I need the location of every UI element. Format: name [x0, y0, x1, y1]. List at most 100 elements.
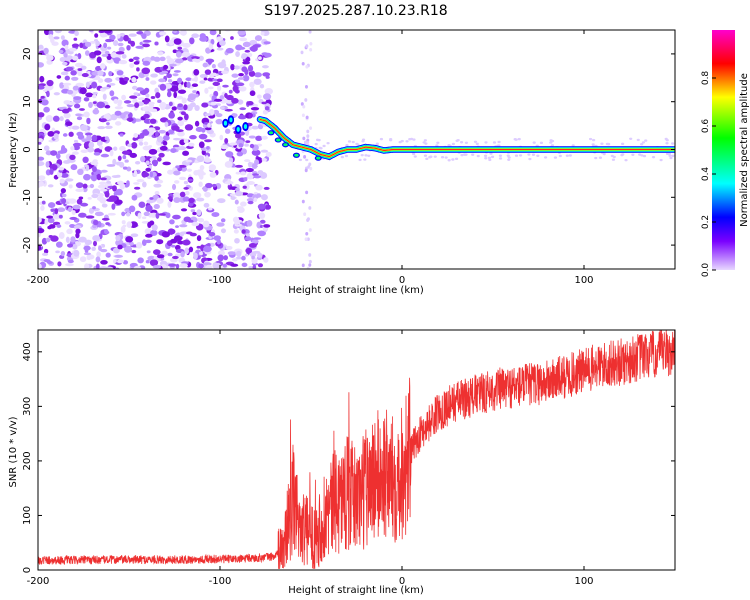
heatmap-cell: [97, 78, 104, 83]
heatmap-cell: [149, 171, 154, 178]
heatmap-cell: [196, 197, 205, 202]
heatmap-cell: [238, 86, 247, 92]
heatmap-cell: [192, 90, 197, 94]
heatmap-cell: [262, 109, 268, 115]
heatmap-cell: [182, 196, 190, 202]
heatmap-cell: [142, 60, 151, 66]
heatmap-cell: [156, 197, 164, 204]
heatmap-cell: [259, 219, 266, 224]
heatmap-cell: [101, 203, 108, 208]
heatmap-cell: [115, 51, 125, 55]
heatmap-cell: [97, 184, 107, 189]
spectrogram-xlabel: Height of straight line (km): [288, 285, 424, 296]
heatmap-cell: [137, 138, 144, 143]
heatmap-cell: [262, 65, 269, 69]
heatmap-cell: [66, 89, 74, 95]
heatmap-cell: [543, 156, 548, 159]
heatmap-cell: [558, 154, 562, 158]
heatmap-cell: [75, 113, 82, 117]
heatmap-cell: [143, 113, 150, 119]
heatmap-cell: [132, 137, 138, 141]
heatmap-cell: [304, 98, 308, 102]
heatmap-cell: [212, 81, 221, 86]
heatmap-cell: [651, 155, 656, 159]
heatmap-cell: [167, 79, 173, 83]
heatmap-cell: [104, 146, 113, 152]
heatmap-cell: [119, 182, 126, 190]
heatmap-cell: [77, 68, 83, 71]
heatmap-cell: [236, 127, 240, 132]
heatmap-cell: [129, 95, 138, 99]
heatmap-cell: [68, 184, 73, 189]
heatmap-cell: [216, 36, 224, 42]
heatmap-cell: [198, 181, 203, 188]
heatmap-cell: [246, 220, 253, 227]
heatmap-cell: [41, 200, 46, 205]
heatmap-cell: [103, 228, 109, 235]
heatmap-cell: [91, 246, 96, 251]
heatmap-cell: [46, 79, 54, 87]
heatmap-cell: [255, 135, 263, 141]
heatmap-cell: [202, 220, 210, 228]
heatmap-cell: [38, 138, 44, 142]
heatmap-cell: [88, 141, 95, 149]
heatmap-cell: [242, 41, 251, 48]
heatmap-cell: [162, 135, 170, 141]
heatmap-cell: [518, 154, 523, 157]
heatmap-cell: [221, 70, 229, 75]
heatmap-cell: [497, 144, 501, 147]
heatmap-cell: [39, 75, 45, 83]
heatmap-cell: [110, 52, 118, 59]
heatmap-cell: [114, 121, 122, 126]
heatmap-cell: [207, 86, 214, 90]
heatmap-cell: [183, 180, 189, 185]
heatmap-ridge: [259, 118, 675, 158]
heatmap-cell: [149, 80, 157, 85]
heatmap-cell: [131, 142, 138, 149]
heatmap-cell: [231, 73, 239, 78]
heatmap-cell: [139, 89, 148, 96]
heatmap-cell: [301, 113, 305, 118]
heatmap-cell: [301, 263, 305, 268]
heatmap-cell: [164, 35, 170, 43]
heatmap-cell: [46, 90, 50, 98]
heatmap-cell: [105, 252, 111, 258]
heatmap-cell: [506, 154, 510, 157]
heatmap-cell: [75, 82, 85, 87]
heatmap-cell: [216, 222, 225, 227]
heatmap-cell: [517, 137, 521, 141]
heatmap-cell: [103, 30, 112, 34]
heatmap-cell: [96, 212, 104, 216]
heatmap-cell: [163, 64, 169, 70]
heatmap-cell: [229, 142, 238, 146]
x-tick-label: 100: [574, 576, 593, 587]
heatmap-cell: [184, 190, 190, 196]
heatmap-cell: [528, 157, 532, 161]
heatmap-cell: [175, 51, 182, 58]
heatmap-cell: [145, 93, 150, 98]
heatmap-cell: [179, 231, 185, 237]
heatmap-cell: [60, 188, 66, 194]
heatmap-cell: [211, 64, 216, 69]
heatmap-cell: [171, 106, 177, 111]
heatmap-cell: [612, 155, 616, 159]
heatmap-cell: [138, 141, 144, 146]
heatmap-cell: [59, 178, 65, 184]
heatmap-cell: [306, 266, 310, 269]
heatmap-cell: [553, 156, 558, 159]
heatmap-cell: [225, 94, 234, 101]
snr-frame: [37, 329, 676, 571]
heatmap-cell: [198, 133, 208, 140]
heatmap-cell: [152, 264, 162, 269]
heatmap-cell: [168, 39, 174, 46]
heatmap-cell: [187, 178, 194, 182]
heatmap-cell: [166, 91, 172, 98]
heatmap-cell: [308, 263, 312, 267]
heatmap-cell: [253, 103, 258, 108]
heatmap-cell: [251, 239, 259, 244]
y-tick-label: -20: [22, 237, 33, 253]
heatmap-cell: [199, 251, 203, 256]
heatmap-cell: [250, 107, 260, 111]
heatmap-cell: [43, 47, 49, 55]
heatmap-cell: [157, 99, 162, 104]
